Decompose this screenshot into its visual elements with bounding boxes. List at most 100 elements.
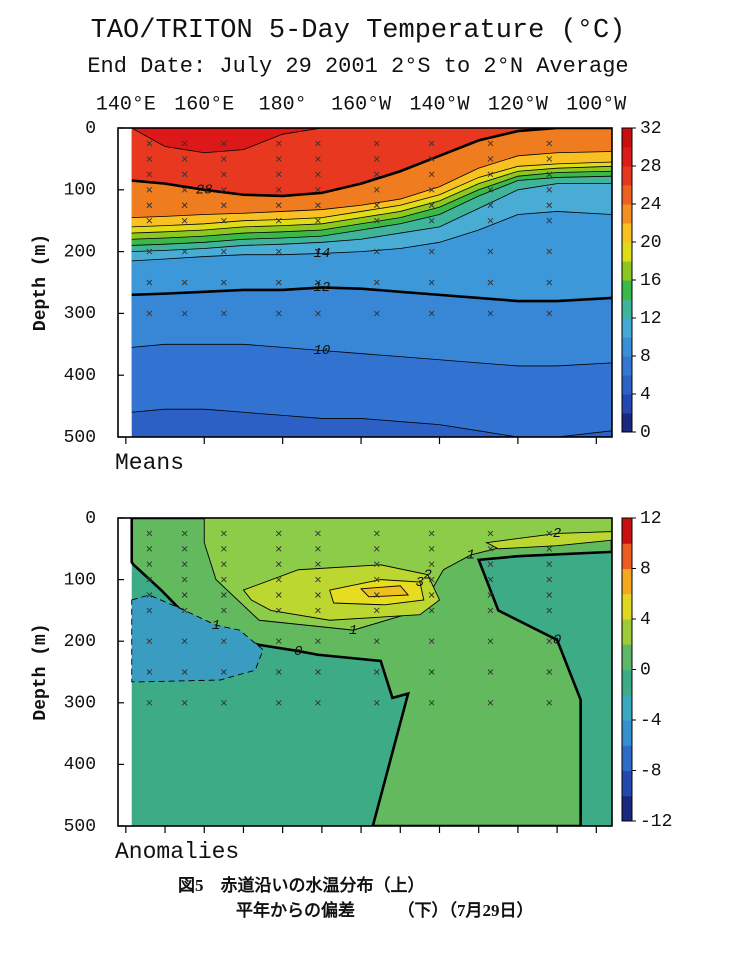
sample-point — [373, 669, 380, 675]
colorbar-band — [622, 720, 632, 746]
sample-point — [373, 530, 380, 537]
sample-point — [373, 576, 380, 583]
colorbar-tick-label: 20 — [640, 233, 662, 253]
colorbar-band — [622, 795, 632, 822]
sample-point — [546, 217, 553, 224]
isotherm-line — [131, 211, 612, 262]
colorbar-tick-label: 12 — [640, 509, 662, 529]
sample-point — [275, 171, 282, 178]
sample-point — [487, 669, 494, 675]
sample-point — [146, 202, 153, 209]
sample-point — [428, 638, 435, 645]
colorbar-tick-label: 4 — [640, 385, 651, 405]
isotherm-line — [131, 408, 612, 437]
sample-point — [315, 607, 321, 614]
sample-point — [428, 607, 435, 614]
colorbar-band — [622, 223, 632, 243]
plot-area — [130, 518, 612, 826]
sample-point — [546, 140, 553, 147]
sample-point — [221, 530, 227, 537]
contour-label: 3 — [416, 575, 424, 591]
sample-point — [546, 202, 553, 209]
y-tick-label: 400 — [64, 755, 96, 775]
sample-point — [428, 217, 435, 224]
sample-point — [315, 279, 321, 286]
sample-point — [275, 638, 282, 645]
sample-point — [221, 561, 227, 568]
sample-point — [181, 279, 188, 286]
sample-point — [275, 202, 282, 209]
colorbar-band — [622, 318, 632, 338]
colorbar-band — [622, 568, 632, 595]
colorbar-tick-label: 12 — [640, 309, 662, 329]
sample-point — [373, 561, 380, 568]
anomaly-region — [485, 531, 612, 550]
sample-point — [275, 140, 282, 147]
sample-point — [221, 186, 227, 193]
sample-point — [181, 607, 188, 614]
panel-label: Means — [115, 450, 184, 476]
sample-point — [487, 217, 494, 224]
y-tick-label: 300 — [64, 694, 96, 714]
colorbar-band — [622, 413, 632, 433]
sample-point — [181, 310, 188, 317]
x-tick-label: 180° — [259, 93, 307, 116]
sample-point — [181, 186, 188, 193]
isotherm-line — [131, 170, 612, 240]
sample-point — [428, 545, 435, 552]
sample-point — [428, 140, 435, 147]
sample-point — [315, 638, 321, 645]
colorbar-band — [622, 644, 632, 670]
colorbar-band — [622, 337, 632, 357]
sample-point — [487, 171, 494, 178]
sample-point — [373, 217, 380, 224]
sample-point — [428, 561, 435, 568]
anomaly-region — [360, 585, 410, 598]
x-tick-label: 120°W — [488, 93, 548, 116]
sample-point — [315, 217, 321, 224]
sample-point — [275, 607, 282, 614]
sample-point — [315, 310, 321, 317]
sample-point — [487, 699, 494, 706]
chart-title: TAO/TRITON 5-Day Temperature (°C) — [91, 16, 626, 46]
sample-point — [181, 669, 188, 675]
contour-label: 0 — [294, 644, 302, 660]
panel-label: Anomalies — [115, 839, 239, 865]
sample-point — [373, 699, 380, 706]
sample-point — [373, 186, 380, 193]
anomaly-region — [131, 594, 264, 683]
sample-point — [221, 545, 227, 552]
sample-point — [275, 186, 282, 193]
sample-point — [181, 592, 188, 598]
sample-point — [146, 638, 153, 645]
sample-point — [275, 669, 282, 675]
caption-line: 平年からの偏差 （下）（7月29日） — [236, 900, 534, 920]
sample-point — [221, 607, 227, 614]
colorbar-band — [622, 128, 632, 148]
colorbar-band — [622, 593, 632, 620]
colorbar-band — [622, 694, 632, 721]
sample-point — [146, 310, 153, 317]
sample-point — [181, 699, 188, 706]
contour-label: 1 — [212, 618, 220, 634]
colorbar-tick-label: 8 — [640, 347, 651, 367]
sample-point — [487, 545, 494, 552]
contour-label: 1 — [467, 548, 475, 564]
isotherm-line — [131, 151, 612, 219]
contour-label: 28 — [196, 183, 213, 199]
y-tick-label: 300 — [64, 304, 96, 324]
sample-point — [275, 561, 282, 568]
x-tick-label: 160°E — [174, 93, 234, 116]
sample-point — [146, 171, 153, 178]
sample-point — [487, 607, 494, 614]
chart-subtitle: End Date: July 29 2001 2°S to 2°N Averag… — [87, 54, 628, 79]
sample-point — [546, 310, 553, 317]
sample-point — [373, 202, 380, 209]
colorbar-band — [622, 185, 632, 205]
isotherm-line — [131, 343, 612, 367]
sample-point — [373, 156, 380, 162]
sample-point — [487, 638, 494, 645]
sample-point — [546, 669, 553, 675]
sample-point — [146, 607, 153, 614]
